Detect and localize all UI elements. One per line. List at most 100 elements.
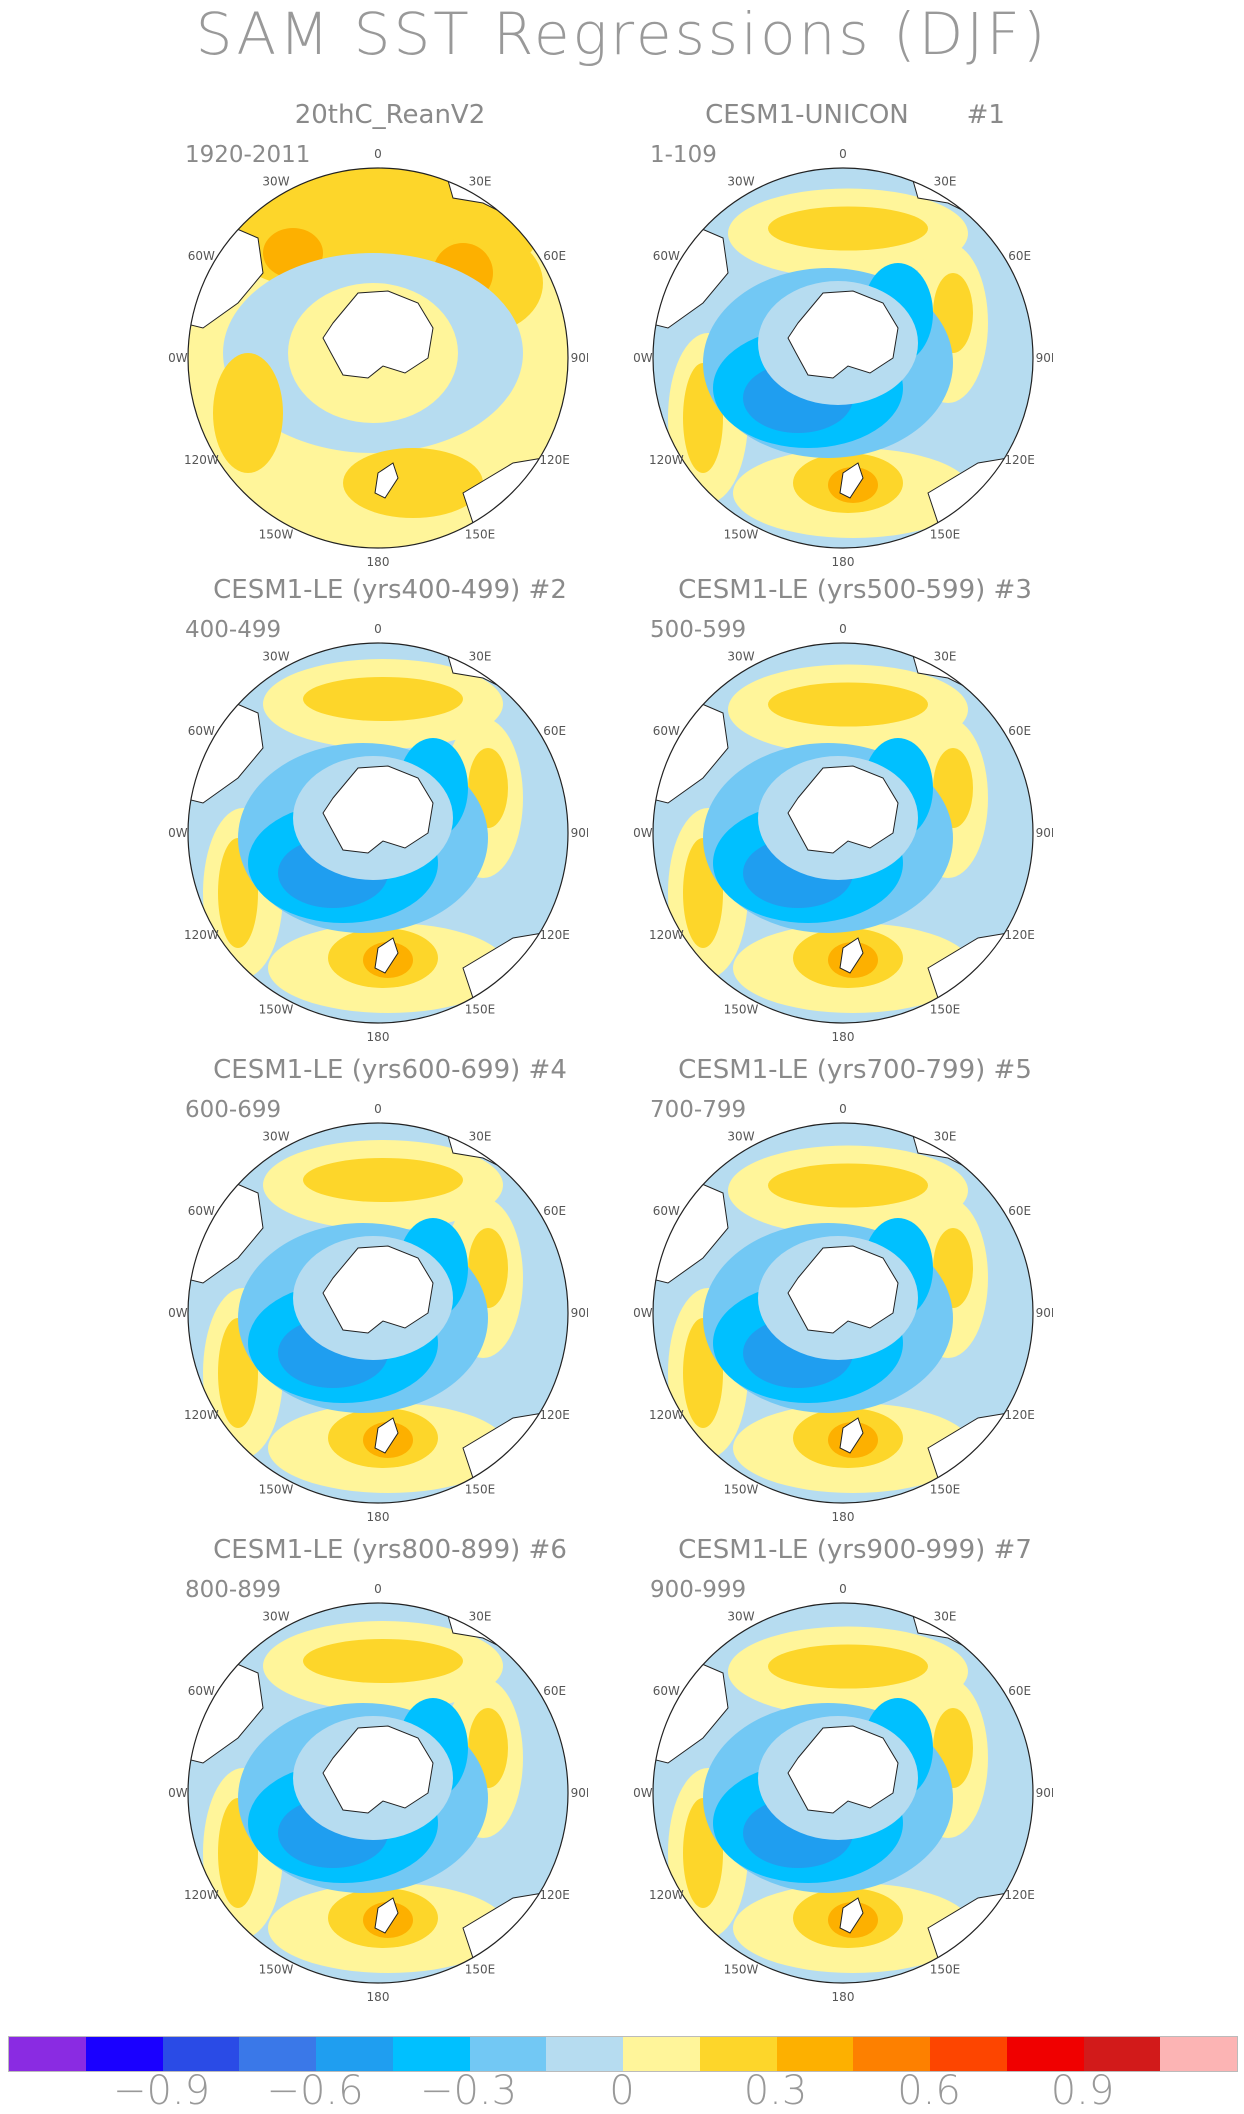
map-border xyxy=(187,167,569,549)
longitude-label: 150E xyxy=(930,528,961,542)
longitude-label: 0 xyxy=(374,623,382,636)
longitude-label: 30E xyxy=(469,649,492,663)
new-zealand-landmass xyxy=(374,462,399,499)
longitude-label: 0 xyxy=(374,1103,382,1116)
map-border xyxy=(187,1602,569,1984)
longitude-label: 90W xyxy=(168,351,188,365)
longitude-label: 150W xyxy=(259,528,294,542)
longitude-label: 30W xyxy=(727,1609,754,1623)
longitude-label: 120W xyxy=(184,928,219,942)
map-panel: CESM1-UNICON #1 1-109 0 30E 60E 90E 120E 150E 18… xyxy=(595,100,1115,580)
colorbar-swatch xyxy=(85,2037,163,2071)
colorbar-tick-label: −0.3 xyxy=(419,2068,518,2114)
longitude-label: 30W xyxy=(727,1129,754,1143)
antarctica-landmass xyxy=(787,1725,899,1814)
panel-years: 700-799 xyxy=(650,1097,747,1123)
longitude-label: 0 xyxy=(839,1103,847,1116)
longitude-label: 120W xyxy=(184,453,219,467)
longitude-label: 120W xyxy=(649,1408,684,1422)
longitude-label: 180 xyxy=(367,1510,390,1523)
colorbar-swatch xyxy=(853,2037,930,2071)
longitude-label: 60E xyxy=(1008,1684,1031,1698)
longitude-label: 120E xyxy=(1004,928,1035,942)
longitude-label: 120E xyxy=(1004,1888,1035,1902)
longitude-label: 150E xyxy=(930,1003,961,1017)
polar-map: 0 30E 60E 90E 120E 150E 180 150W 120W 90W 60W 30W xyxy=(168,1583,588,2003)
longitude-label: 60W xyxy=(188,1684,215,1698)
panel-title: CESM1-LE (yrs500-599) #3 xyxy=(678,575,1032,605)
colorbar-swatch xyxy=(239,2037,316,2071)
panel-title: CESM1-UNICON #1 xyxy=(705,100,1005,130)
colorbar-tick-label: −0.6 xyxy=(266,2068,364,2114)
longitude-label: 60W xyxy=(188,249,215,263)
colorbar-swatch xyxy=(1083,2037,1161,2071)
colorbar-swatch xyxy=(1006,2037,1084,2071)
new-zealand-landmass xyxy=(839,1417,864,1454)
colorbar-swatch xyxy=(9,2037,86,2071)
longitude-label: 90W xyxy=(168,826,188,840)
colorbar-swatch xyxy=(162,2037,240,2071)
longitude-label: 90W xyxy=(633,1786,653,1800)
colorbar-tick-label: 0.6 xyxy=(897,2068,961,2114)
longitude-label: 90E xyxy=(571,826,588,840)
colorbar-swatch xyxy=(546,2037,623,2071)
polar-map: 0 30E 60E 90E 120E 150E 180 150W 120W 90W 60W 30W xyxy=(633,623,1053,1043)
panel-years: 1920-2011 xyxy=(185,142,311,168)
map-border xyxy=(652,1122,1034,1504)
new-zealand-landmass xyxy=(374,1417,399,1454)
longitude-label: 60W xyxy=(653,1684,680,1698)
longitude-label: 150W xyxy=(724,1963,759,1977)
longitude-label: 90E xyxy=(1036,826,1053,840)
antarctica-landmass xyxy=(787,290,899,379)
longitude-label: 180 xyxy=(832,1030,855,1043)
longitude-label: 90W xyxy=(168,1306,188,1320)
longitude-label: 120W xyxy=(184,1408,219,1422)
page-title: SAM SST Regressions (DJF) xyxy=(195,0,1049,68)
antarctica-landmass xyxy=(787,1245,899,1334)
colorbar-swatch xyxy=(699,2037,777,2071)
polar-map: 0 30E 60E 90E 120E 150E 180 150W 120W 90W 60W 30W xyxy=(168,623,588,1043)
antarctica-landmass xyxy=(322,290,434,379)
longitude-label: 90E xyxy=(1036,351,1053,365)
longitude-label: 30W xyxy=(262,649,289,663)
longitude-label: 30E xyxy=(934,174,957,188)
longitude-label: 120E xyxy=(539,1888,570,1902)
panel-years: 600-699 xyxy=(185,1097,282,1123)
longitude-label: 120W xyxy=(649,1888,684,1902)
longitude-label: 30W xyxy=(262,1609,289,1623)
longitude-label: 60W xyxy=(188,1204,215,1218)
polar-map: 0 30E 60E 90E 120E 150E 180 150W 120W 90W 60W 30W xyxy=(168,1103,588,1523)
longitude-label: 180 xyxy=(832,1510,855,1523)
panel-years: 800-899 xyxy=(185,1577,282,1603)
longitude-label: 180 xyxy=(832,1990,855,2003)
longitude-label: 90W xyxy=(168,1786,188,1800)
colorbar-tick-label: 0.9 xyxy=(1050,2068,1115,2114)
panel-years: 500-599 xyxy=(650,617,747,643)
longitude-label: 60W xyxy=(188,724,215,738)
longitude-label: 120E xyxy=(539,453,570,467)
longitude-label: 0 xyxy=(374,1583,382,1596)
map-border xyxy=(652,642,1034,1024)
longitude-label: 60W xyxy=(653,724,680,738)
polar-map: 0 30E 60E 90E 120E 150E 180 150W 120W 90W 60W 30W xyxy=(633,1103,1053,1523)
colorbar-swatch xyxy=(776,2037,854,2071)
map-border xyxy=(652,167,1034,549)
longitude-label: 150W xyxy=(259,1483,294,1497)
longitude-label: 30W xyxy=(727,174,754,188)
antarctica-landmass xyxy=(322,1245,434,1334)
map-panel: 20thC_ReanV2 1920-2011 0 30E 60E 90E 120E 150E 1… xyxy=(130,100,650,580)
colorbar-swatch xyxy=(469,2037,547,2071)
longitude-label: 90E xyxy=(571,351,588,365)
map-panel: CESM1-LE (yrs700-799) #5 700-799 0 30E 60E 90… xyxy=(595,1055,1115,1535)
new-zealand-landmass xyxy=(374,937,399,974)
longitude-label: 30W xyxy=(727,649,754,663)
antarctica-landmass xyxy=(322,765,434,854)
antarctica-landmass xyxy=(322,1725,434,1814)
longitude-label: 120W xyxy=(649,928,684,942)
longitude-label: 0 xyxy=(839,1583,847,1596)
longitude-label: 30W xyxy=(262,174,289,188)
longitude-label: 150E xyxy=(465,1003,496,1017)
longitude-label: 120E xyxy=(1004,453,1035,467)
new-zealand-landmass xyxy=(839,937,864,974)
longitude-label: 30E xyxy=(934,1129,957,1143)
